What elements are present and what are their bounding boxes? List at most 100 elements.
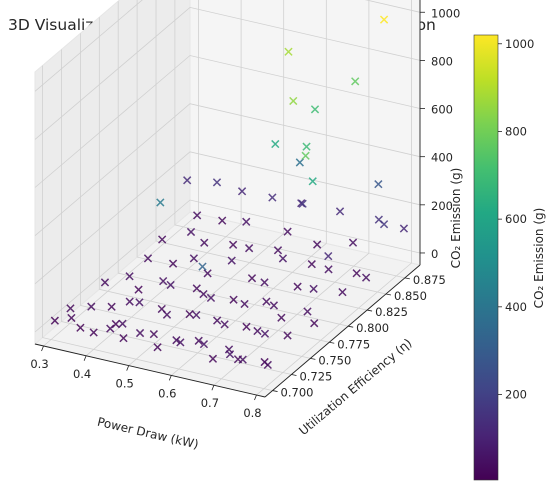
z-gridline bbox=[34, 0, 421, 92]
scatter-point bbox=[284, 47, 293, 56]
x-tick-label: 0.7 bbox=[201, 396, 219, 410]
y-gridline bbox=[42, 65, 273, 391]
scatter-point bbox=[176, 338, 185, 347]
scatter-point bbox=[268, 193, 277, 202]
x-tick-label: 0.6 bbox=[158, 386, 176, 400]
grid-group bbox=[34, 0, 421, 396]
scatter-point bbox=[303, 307, 312, 316]
colorbar-tick-label: 200 bbox=[505, 388, 527, 402]
y-tick-mark bbox=[310, 357, 316, 360]
x-gridline bbox=[171, 0, 327, 376]
scatter-point bbox=[361, 273, 371, 282]
scatter-point bbox=[324, 251, 333, 261]
x-tick-mark bbox=[83, 355, 87, 361]
scatter-point bbox=[166, 280, 175, 290]
scatter-point bbox=[67, 313, 76, 323]
scatter-point bbox=[192, 310, 201, 320]
scatter-point bbox=[348, 238, 358, 247]
z-gridline bbox=[34, 103, 421, 237]
y-tick-mark bbox=[404, 277, 410, 280]
scatter-point bbox=[185, 309, 194, 319]
scatter-point bbox=[278, 254, 288, 263]
scatter-point bbox=[237, 187, 247, 196]
y-axis-line bbox=[264, 264, 421, 398]
scatter-point bbox=[307, 260, 316, 269]
scatter-point bbox=[192, 284, 201, 293]
scatter-point bbox=[206, 293, 216, 303]
y-tick-label: 0.750 bbox=[318, 353, 351, 367]
scatter-point bbox=[293, 282, 302, 291]
scatter-point bbox=[106, 324, 115, 333]
pane-group bbox=[33, 0, 422, 398]
scatter-point bbox=[168, 259, 178, 268]
x-tick-mark bbox=[211, 385, 215, 391]
x-axis-label: Power Draw (kW) bbox=[96, 415, 200, 452]
scatter-point bbox=[100, 278, 110, 287]
scatter-point bbox=[260, 278, 269, 287]
x-tick-mark bbox=[254, 394, 257, 401]
scatter-point bbox=[240, 299, 249, 309]
z-axis-label: CO₂ Emission (g) bbox=[449, 168, 463, 269]
scatter-point bbox=[143, 254, 153, 263]
scatter-point bbox=[153, 343, 162, 352]
scatter-point bbox=[200, 238, 209, 247]
colorbar-ticks: 200 400 600 800 1000 bbox=[498, 37, 534, 402]
scatter-point bbox=[135, 328, 145, 338]
z-gridline bbox=[34, 151, 421, 285]
scatter-point bbox=[156, 198, 165, 207]
z-gridline bbox=[34, 55, 421, 188]
z-tick-label: 800 bbox=[431, 54, 453, 68]
scatter-point bbox=[379, 15, 389, 24]
z-tick-label: 0 bbox=[431, 247, 438, 261]
scatter-point bbox=[302, 142, 311, 151]
scatter-point bbox=[159, 276, 168, 286]
scatter-point bbox=[225, 350, 235, 359]
scatter-point bbox=[263, 360, 272, 370]
axes-group bbox=[34, 0, 421, 398]
scatter-point bbox=[227, 256, 236, 265]
scatter-point bbox=[269, 301, 279, 310]
x-gridline bbox=[128, 0, 285, 366]
x-gridline bbox=[85, 0, 242, 357]
scatter-point bbox=[229, 295, 238, 304]
y-gridline bbox=[98, 17, 330, 343]
x-gridline bbox=[256, 0, 412, 396]
scatter-point bbox=[283, 227, 292, 236]
scatter-point bbox=[199, 340, 209, 349]
scatter-point bbox=[244, 244, 254, 253]
x-tick-mark bbox=[126, 365, 130, 371]
z-gridline bbox=[34, 199, 421, 333]
scatter-point bbox=[298, 199, 307, 208]
x-axis-line bbox=[34, 343, 266, 398]
scatter-point bbox=[310, 105, 320, 114]
scatter-point bbox=[208, 354, 218, 363]
y-gridline bbox=[136, 0, 368, 311]
scatter-point bbox=[283, 331, 292, 340]
scatter-point bbox=[352, 269, 361, 278]
scatter-point bbox=[262, 297, 271, 306]
scatter-point bbox=[399, 224, 409, 233]
x-tick-mark bbox=[41, 345, 44, 352]
colorbar-label: CO₂ Emission (g) bbox=[532, 208, 546, 309]
scatter-point bbox=[260, 329, 270, 338]
x-tick-label: 0.3 bbox=[30, 357, 48, 371]
scatter-point bbox=[149, 330, 158, 339]
y-tick-mark bbox=[291, 374, 297, 376]
colorbar: 200 400 600 800 1000 CO₂ Emission (g) bbox=[473, 34, 546, 481]
scatter-point bbox=[134, 285, 143, 294]
scatter-point bbox=[125, 297, 134, 306]
scatter-point bbox=[213, 316, 222, 325]
scatter-point bbox=[199, 289, 208, 299]
x-tick-label: 0.8 bbox=[243, 406, 261, 420]
scatter-point bbox=[107, 302, 116, 311]
scatter-point bbox=[135, 298, 144, 307]
colorbar-tick-label: 400 bbox=[505, 300, 527, 314]
scatter-point bbox=[289, 96, 298, 106]
scatter-point bbox=[374, 180, 383, 189]
scatter-point bbox=[253, 326, 262, 336]
scatter-point bbox=[89, 328, 98, 337]
z-tick-label: 600 bbox=[431, 103, 453, 117]
scatter-point bbox=[301, 151, 310, 160]
back-pane bbox=[189, 0, 421, 266]
scatter-point bbox=[50, 316, 59, 325]
